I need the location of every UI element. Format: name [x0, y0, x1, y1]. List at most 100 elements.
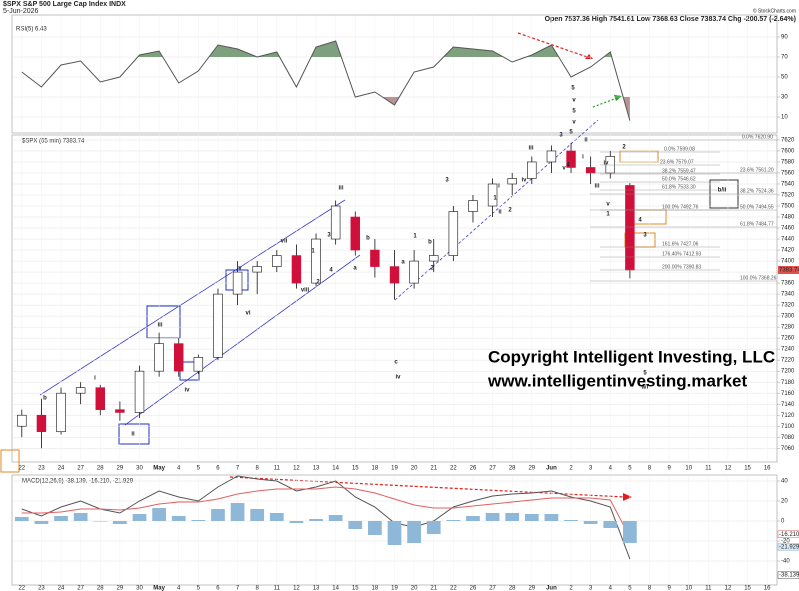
wave-label: 3 [445, 178, 449, 184]
y-tick-label: 7320 [781, 303, 795, 309]
y-tick-label: 7420 [781, 248, 795, 254]
wave-label: iii [528, 146, 533, 152]
price-title: $SPX (65 min) 7383.74 [22, 139, 85, 145]
series-line [21, 486, 631, 538]
x-tick-label: 8 [648, 466, 652, 472]
candle-body [291, 255, 302, 284]
candle-body [566, 150, 576, 168]
histogram-bar [387, 521, 402, 545]
wave-label: v [572, 120, 576, 126]
x-tick-label: 21 [430, 586, 437, 591]
wave-label: vi [245, 311, 250, 317]
fib-label: 100.0% 7492.76 [662, 204, 699, 210]
histogram-bar [407, 521, 421, 543]
wave-label: 2 [622, 145, 626, 151]
trend-arrow [229, 476, 626, 498]
x-tick-label: 27 [77, 586, 84, 591]
candle-body [448, 211, 459, 256]
wave-label: i [582, 155, 584, 161]
candle-body [232, 271, 243, 295]
arrow-head [585, 54, 593, 59]
x-tick-label: 18 [372, 586, 379, 591]
wave-label: b [366, 236, 370, 242]
y-tick-label: 7200 [781, 369, 795, 375]
candle-body [252, 266, 262, 273]
wave-label: iii [594, 184, 599, 190]
y-tick-label: 7560 [781, 171, 795, 177]
histogram-bar [171, 516, 186, 521]
histogram-bar [93, 521, 108, 522]
candle-body [213, 293, 223, 358]
x-tick-label: 15 [744, 466, 751, 472]
x-tick-label: 27 [489, 466, 496, 472]
arrow-head [623, 493, 632, 501]
x-tick-label: 8 [256, 466, 260, 472]
y-tick-label: -20 [781, 539, 790, 545]
wave-label: iv [521, 178, 527, 184]
y-tick-label: 7600 [781, 149, 795, 155]
copyright-text: Copyright Intelligent Investing, LLC [488, 347, 775, 366]
x-tick-label: 15 [352, 466, 359, 472]
candle-body [350, 216, 360, 251]
x-tick-label: 28 [509, 466, 516, 472]
x-tick-label: 13 [313, 586, 320, 591]
x-tick-label: 4 [177, 586, 181, 591]
wave-label: ii [131, 432, 135, 438]
y-tick-label: 7140 [781, 402, 795, 408]
histogram-bar [152, 508, 166, 521]
x-tick-label: 3 [589, 586, 593, 591]
histogram-bar [269, 513, 284, 521]
x-tick-label: 28 [97, 586, 104, 591]
fib-label: 61.8% 7484.77 [740, 221, 774, 227]
candle-body [625, 185, 635, 271]
x-tick-label: 7 [236, 586, 240, 591]
fib-label: 0.0% 7620.90 [742, 134, 773, 140]
fib-label: 38.2% 7559.47 [662, 168, 696, 174]
x-tick-label: 11 [705, 466, 712, 472]
x-tick-label: 16 [764, 586, 771, 591]
value-tag [777, 571, 799, 579]
x-tick-label: 22 [450, 466, 457, 472]
wave-label: b [428, 240, 432, 246]
histogram-bar [14, 517, 29, 521]
y-tick-label: 7580 [781, 160, 795, 166]
wave-label: iii [157, 323, 162, 329]
wave-label: 1 [413, 234, 417, 240]
x-tick-label: 16 [764, 466, 771, 472]
candle-body [330, 205, 341, 240]
wave-label: c [394, 360, 398, 366]
fib-label: 50.0% 7546.62 [662, 176, 696, 182]
y-tick-label: 10 [781, 115, 788, 121]
histogram-bar [544, 514, 559, 521]
y-tick-label: 7180 [781, 380, 795, 386]
candle-body [272, 255, 282, 267]
candle-body [507, 178, 517, 185]
x-tick-label: 23 [38, 586, 45, 591]
wave-label: viii [301, 288, 310, 294]
wave-label: iv [603, 161, 609, 167]
quote: Open 7537.36 High 7541.61 Low 7368.63 Cl… [545, 16, 796, 23]
wave-label: v [238, 266, 242, 272]
y-tick-label: 20 [781, 499, 788, 505]
wave-label: a [353, 266, 357, 272]
x-tick-label: 12 [725, 466, 732, 472]
x-tick-label: 11 [705, 586, 712, 591]
histogram-bar [583, 521, 598, 524]
histogram-bar [368, 521, 382, 535]
fib-label: 100.0% 7368.26 [740, 275, 777, 281]
histogram-bar [623, 521, 637, 543]
x-tick-label: 6 [216, 466, 220, 472]
histogram-bar [603, 521, 618, 528]
wave-label: 3 [327, 233, 331, 239]
x-tick-label: 24 [58, 466, 65, 472]
histogram-bar [211, 509, 225, 521]
copyright-text: www.intelligentinvesting.market [487, 371, 747, 390]
y-tick-label: 7360 [781, 281, 795, 287]
candle-body [429, 255, 439, 262]
y-tick-label: 7220 [781, 358, 795, 364]
wave-label: 1 [606, 212, 610, 218]
candle-body [370, 249, 380, 267]
wave-label: 5 [643, 371, 647, 377]
macd-title: MACD(12,26,9) -38.139, -16.210, -21.929 [22, 479, 134, 485]
wave-label: b [43, 396, 47, 402]
